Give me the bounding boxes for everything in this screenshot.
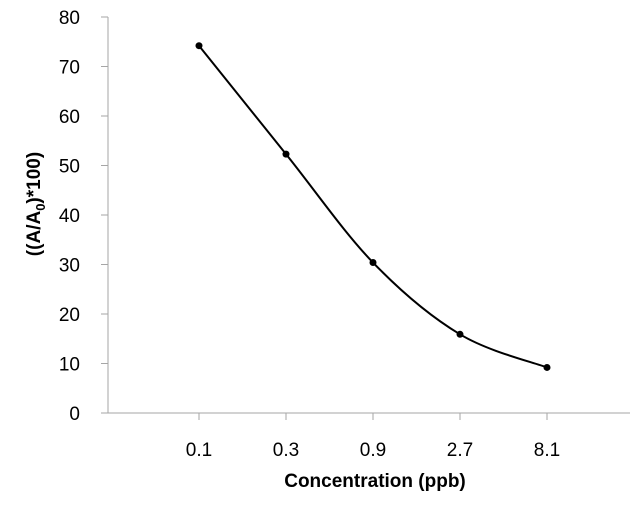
y-tick-label: 30 bbox=[59, 256, 80, 277]
series-line bbox=[198, 45, 548, 369]
x-ticks: 0.1 0.3 0.9 2.7 8.1 bbox=[186, 413, 560, 461]
y-tick-label: 60 bbox=[59, 107, 80, 128]
y-tick-label: 80 bbox=[59, 8, 80, 29]
y-tick-label: 0 bbox=[69, 404, 80, 425]
y-axis-title: ((A/A0)*100) bbox=[24, 152, 48, 256]
x-tick-label: 2.7 bbox=[447, 440, 473, 461]
y-tick-label: 40 bbox=[59, 206, 80, 227]
y-axis: 0 10 20 30 40 50 60 70 80 bbox=[59, 8, 109, 425]
data-point bbox=[369, 259, 377, 267]
x-tick-label: 0.3 bbox=[273, 440, 299, 461]
y-axis-title-subscript: 0 bbox=[33, 204, 48, 211]
y-tick-label: 50 bbox=[59, 157, 80, 178]
y-axis-title-main: ((A/A bbox=[24, 211, 45, 257]
data-point bbox=[195, 42, 203, 50]
x-axis-title: Concentration (ppb) bbox=[284, 471, 466, 492]
y-tick-label: 10 bbox=[59, 355, 80, 376]
x-tick-label: 0.1 bbox=[186, 440, 212, 461]
y-axis-title-end: )*100) bbox=[24, 152, 45, 204]
data-point bbox=[456, 330, 464, 338]
data-markers bbox=[195, 42, 551, 371]
y-tick-label: 20 bbox=[59, 305, 80, 326]
data-point bbox=[282, 150, 290, 158]
data-point bbox=[543, 363, 551, 371]
x-axis: 0.1 0.3 0.9 2.7 8.1 bbox=[108, 412, 630, 461]
x-tick-label: 8.1 bbox=[534, 440, 560, 461]
y-tick-label: 70 bbox=[59, 58, 80, 79]
x-tick-label: 0.9 bbox=[360, 440, 386, 461]
y-ticks: 0 10 20 30 40 50 60 70 80 bbox=[59, 8, 108, 425]
